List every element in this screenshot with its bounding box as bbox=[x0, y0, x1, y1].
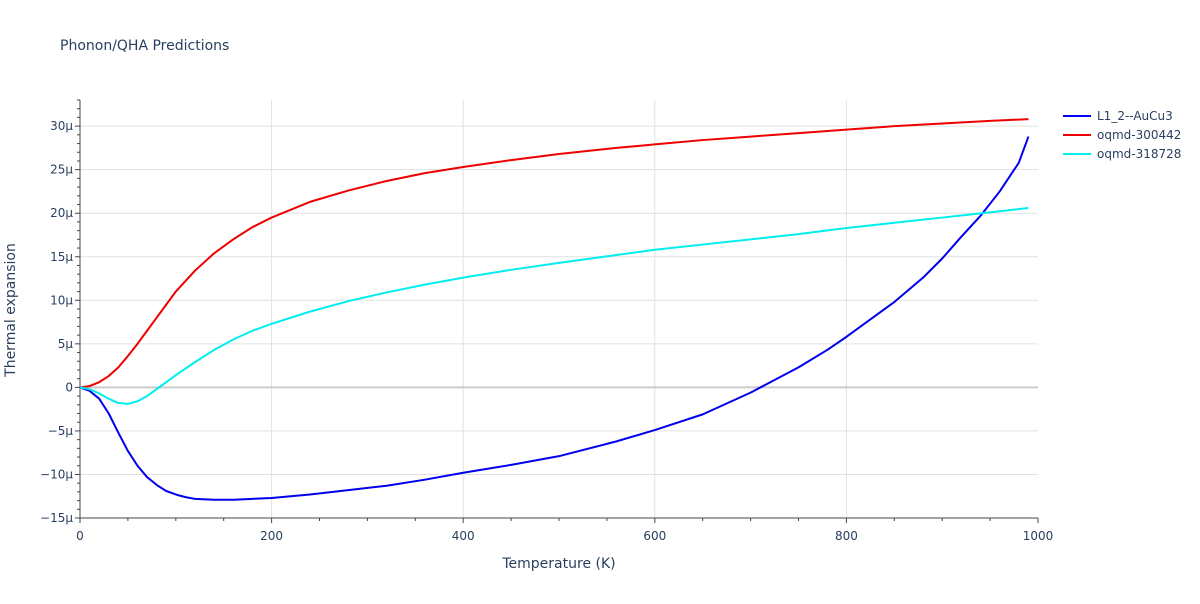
grid-layer bbox=[80, 100, 1038, 519]
x-tick-label: 1000 bbox=[1023, 529, 1054, 543]
y-tick-label: 15μ bbox=[50, 250, 73, 264]
y-tick-label: 0 bbox=[65, 380, 73, 394]
x-tick-label: 0 bbox=[76, 529, 84, 543]
chart-title: Phonon/QHA Predictions bbox=[60, 38, 229, 54]
x-tick-label: 200 bbox=[260, 529, 283, 543]
y-tick-label: 25μ bbox=[50, 163, 73, 177]
series-line-0[interactable] bbox=[79, 136, 1030, 501]
legend-item-0[interactable]: L1_2--AuCu3 bbox=[1063, 109, 1173, 123]
legend-label: oqmd-318728 bbox=[1097, 147, 1181, 161]
legend-label: L1_2--AuCu3 bbox=[1097, 109, 1173, 123]
y-tick-label: −15μ bbox=[40, 511, 73, 525]
y-tick-label: 20μ bbox=[50, 206, 73, 220]
x-tick-label: 800 bbox=[835, 529, 858, 543]
axis-layer: 0 200 400 600 800 1000 −15μ −10μ −5μ 0 5μ 10μ 15μ 20μ… bbox=[40, 99, 1054, 543]
y-tick-label: 5μ bbox=[58, 337, 74, 351]
legend-item-1[interactable]: oqmd-300442 bbox=[1063, 128, 1181, 142]
x-tick-label: 600 bbox=[643, 529, 666, 543]
x-axis-title: Temperature (K) bbox=[501, 556, 615, 572]
x-tick-label: 400 bbox=[452, 529, 475, 543]
y-tick-label: −5μ bbox=[48, 424, 74, 438]
series-line-2[interactable] bbox=[79, 206, 1029, 405]
legend[interactable]: L1_2--AuCu3 oqmd-300442 oqmd-318728 bbox=[1063, 109, 1181, 161]
y-axis-title: Thermal expansion bbox=[3, 243, 19, 378]
series-layer bbox=[79, 118, 1030, 501]
y-tick-label: 10μ bbox=[50, 293, 73, 307]
y-tick-label: 30μ bbox=[50, 119, 73, 133]
series-line-1[interactable] bbox=[79, 118, 1029, 389]
y-tick-label: −10μ bbox=[40, 467, 73, 481]
legend-item-2[interactable]: oqmd-318728 bbox=[1063, 147, 1181, 161]
legend-label: oqmd-300442 bbox=[1097, 128, 1181, 142]
